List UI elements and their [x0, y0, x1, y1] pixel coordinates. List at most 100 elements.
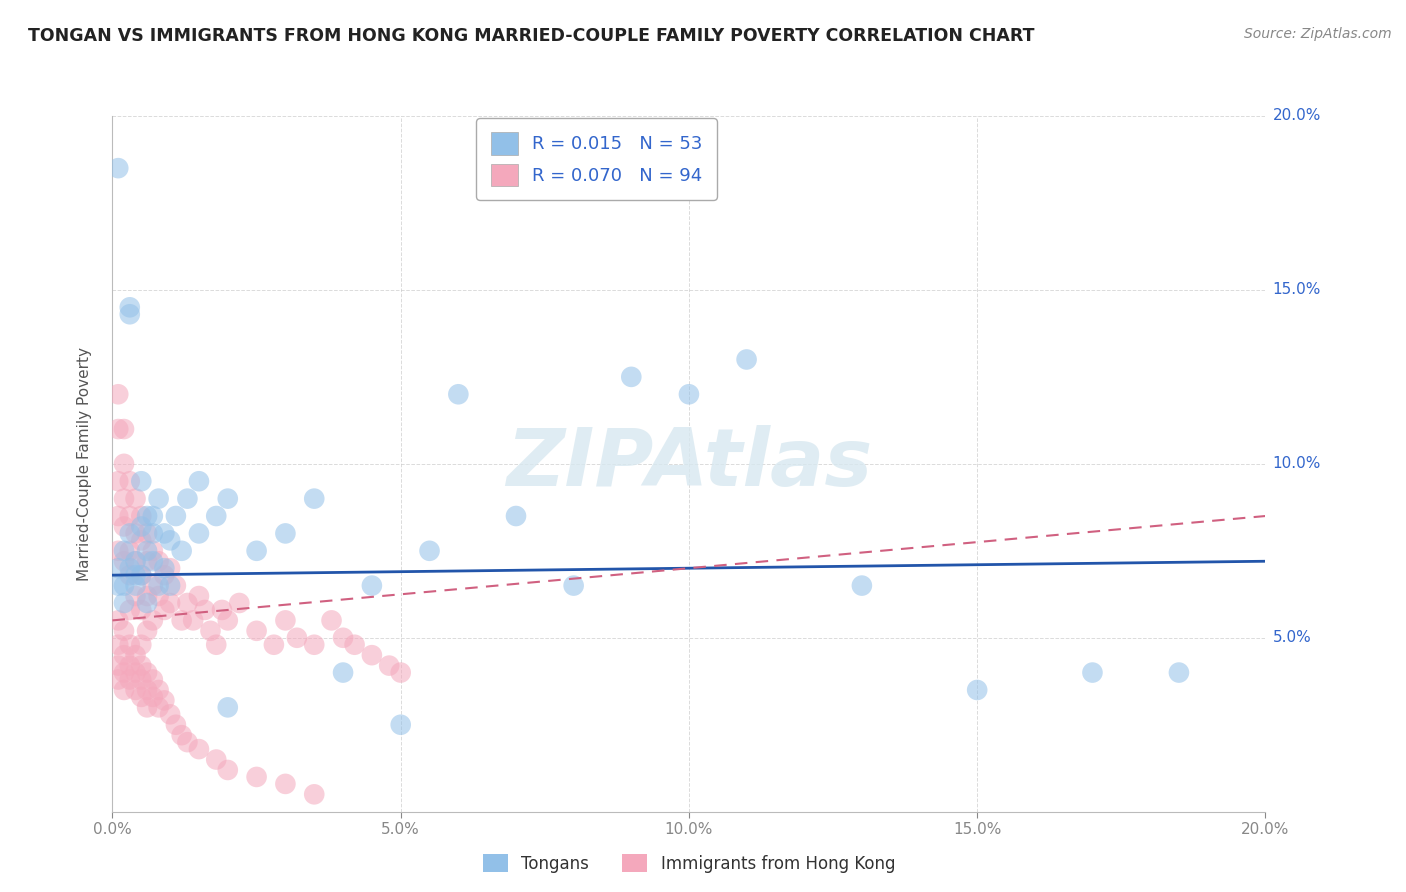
- Point: [136, 665, 159, 680]
- Point: [112, 665, 135, 680]
- Point: [165, 508, 187, 523]
- Point: [118, 603, 141, 617]
- Point: [107, 508, 129, 523]
- Point: [274, 614, 297, 628]
- Y-axis label: Married-Couple Family Poverty: Married-Couple Family Poverty: [77, 347, 91, 581]
- Point: [136, 543, 159, 558]
- Point: [188, 474, 211, 488]
- Point: [245, 770, 267, 784]
- Point: [107, 673, 129, 687]
- Point: [112, 491, 135, 506]
- Point: [165, 578, 187, 592]
- Point: [129, 519, 153, 533]
- Point: [112, 648, 135, 662]
- Point: [107, 658, 129, 673]
- Point: [205, 753, 228, 767]
- Point: [118, 568, 141, 582]
- Point: [129, 533, 153, 548]
- Point: [118, 673, 141, 687]
- Point: [159, 596, 181, 610]
- Point: [129, 690, 153, 704]
- Point: [148, 554, 170, 568]
- Point: [153, 561, 176, 575]
- Point: [170, 543, 193, 558]
- Point: [107, 387, 129, 401]
- Point: [205, 638, 228, 652]
- Point: [194, 603, 217, 617]
- Point: [447, 387, 470, 401]
- Point: [118, 300, 141, 315]
- Point: [124, 683, 146, 698]
- Point: [124, 491, 146, 506]
- Point: [170, 614, 193, 628]
- Legend: R = 0.015   N = 53, R = 0.070   N = 94: R = 0.015 N = 53, R = 0.070 N = 94: [477, 118, 717, 200]
- Point: [181, 614, 204, 628]
- Point: [112, 554, 135, 568]
- Point: [274, 526, 297, 541]
- Point: [129, 474, 153, 488]
- Point: [200, 624, 222, 638]
- Point: [142, 543, 165, 558]
- Point: [153, 526, 176, 541]
- Text: Source: ZipAtlas.com: Source: ZipAtlas.com: [1244, 27, 1392, 41]
- Point: [217, 491, 239, 506]
- Point: [118, 543, 141, 558]
- Point: [136, 700, 159, 714]
- Point: [153, 693, 176, 707]
- Point: [562, 578, 585, 592]
- Point: [107, 614, 129, 628]
- Text: ZIPAtlas: ZIPAtlas: [506, 425, 872, 503]
- Point: [136, 589, 159, 603]
- Point: [107, 638, 129, 652]
- Point: [124, 554, 146, 568]
- Point: [136, 683, 159, 698]
- Point: [129, 658, 153, 673]
- Point: [170, 728, 193, 742]
- Point: [304, 638, 326, 652]
- Point: [389, 665, 412, 680]
- Text: 5.0%: 5.0%: [1272, 631, 1312, 645]
- Point: [129, 638, 153, 652]
- Point: [112, 624, 135, 638]
- Point: [124, 578, 146, 592]
- Point: [107, 578, 129, 592]
- Point: [112, 519, 135, 533]
- Point: [419, 543, 441, 558]
- Point: [142, 578, 165, 592]
- Point: [124, 589, 146, 603]
- Point: [211, 603, 233, 617]
- Point: [118, 526, 141, 541]
- Point: [107, 561, 129, 575]
- Point: [159, 561, 181, 575]
- Point: [129, 508, 153, 523]
- Point: [188, 742, 211, 756]
- Point: [159, 533, 181, 548]
- Point: [176, 735, 198, 749]
- Point: [118, 561, 141, 575]
- Point: [274, 777, 297, 791]
- Point: [107, 161, 129, 176]
- Point: [142, 690, 165, 704]
- Point: [217, 614, 239, 628]
- Point: [360, 648, 382, 662]
- Point: [112, 683, 135, 698]
- Point: [124, 554, 146, 568]
- Point: [124, 665, 146, 680]
- Point: [107, 422, 129, 436]
- Point: [263, 638, 285, 652]
- Point: [148, 491, 170, 506]
- Point: [343, 638, 366, 652]
- Text: 20.0%: 20.0%: [1272, 109, 1320, 123]
- Point: [124, 648, 146, 662]
- Point: [389, 717, 412, 731]
- Point: [142, 614, 165, 628]
- Point: [188, 526, 211, 541]
- Point: [1081, 665, 1104, 680]
- Point: [142, 508, 165, 523]
- Point: [118, 474, 141, 488]
- Point: [620, 369, 643, 384]
- Point: [148, 683, 170, 698]
- Point: [129, 603, 153, 617]
- Legend: Tongans, Immigrants from Hong Kong: Tongans, Immigrants from Hong Kong: [477, 847, 901, 880]
- Point: [129, 673, 153, 687]
